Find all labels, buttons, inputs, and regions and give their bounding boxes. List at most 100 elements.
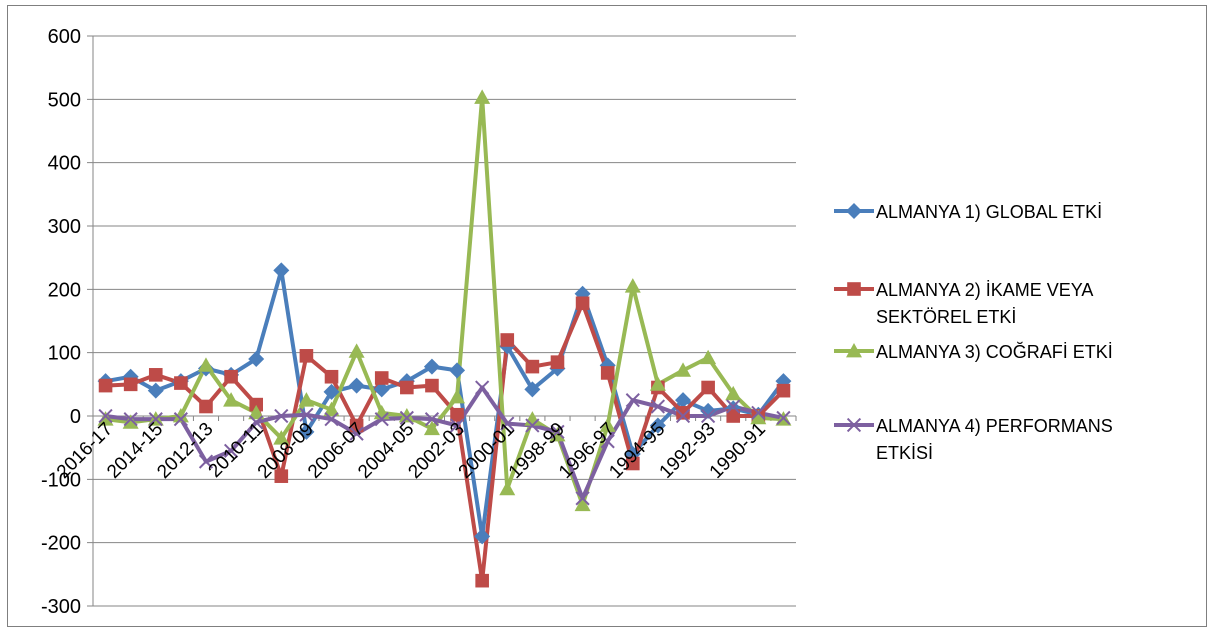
series-lines xyxy=(105,95,786,583)
data-point xyxy=(751,405,766,420)
data-point xyxy=(174,376,188,390)
data-point xyxy=(624,278,641,293)
data-point xyxy=(675,408,691,424)
data-point xyxy=(550,424,565,439)
data-point xyxy=(249,415,264,430)
data-point xyxy=(599,417,616,432)
data-point xyxy=(224,369,238,384)
data-point xyxy=(574,496,591,512)
y-tick-label: 300 xyxy=(48,216,81,238)
data-point xyxy=(575,296,590,311)
data-point xyxy=(450,407,464,422)
data-point xyxy=(549,427,566,442)
data-point xyxy=(223,443,239,458)
data-point xyxy=(846,417,862,433)
data-point xyxy=(172,408,189,423)
data-point xyxy=(475,573,489,588)
y-tick-label: 400 xyxy=(48,153,81,175)
y-tick-label: 0 xyxy=(70,406,81,428)
data-point xyxy=(373,381,390,398)
data-point xyxy=(123,377,138,392)
series-markers xyxy=(97,89,792,588)
data-point xyxy=(323,383,340,400)
gridlines xyxy=(87,35,796,607)
data-point xyxy=(425,378,439,393)
data-point xyxy=(725,385,742,401)
data-point xyxy=(846,343,862,358)
data-point xyxy=(475,380,490,395)
data-point xyxy=(298,392,315,407)
data-point xyxy=(324,412,339,427)
chart-frame: 2016-17 2014-15 2012-13 2010-11 2008-09 2006-… xyxy=(7,5,1207,627)
data-point xyxy=(423,358,440,375)
data-point xyxy=(299,407,314,422)
data-point xyxy=(400,380,414,395)
legend-label: ALMANYA 1) GLOBAL ETKİ xyxy=(876,202,1102,222)
data-point xyxy=(122,414,139,429)
data-point xyxy=(701,380,715,395)
data-point xyxy=(274,469,289,483)
y-tick-label: 600 xyxy=(48,26,81,48)
data-point xyxy=(97,411,114,426)
data-point xyxy=(525,359,540,374)
y-tick-label: -200 xyxy=(41,533,81,555)
data-point xyxy=(726,409,741,423)
data-point xyxy=(147,382,164,399)
legend-entry-1: ALMANYA 1) GLOBAL ETKİ xyxy=(834,202,1102,222)
data-point xyxy=(324,369,339,384)
data-point xyxy=(700,349,717,365)
data-point xyxy=(726,399,741,414)
data-point xyxy=(524,381,541,398)
data-point xyxy=(626,456,640,471)
data-point xyxy=(750,409,767,425)
data-point xyxy=(349,426,364,441)
data-point xyxy=(846,203,862,219)
data-point xyxy=(374,412,389,427)
series-markers-4 xyxy=(98,380,791,506)
data-point xyxy=(650,399,666,414)
data-point xyxy=(499,480,516,496)
data-point xyxy=(675,362,692,377)
y-axis-tick-labels: 600 500 400 300 200 100 0 -100 -200 -300 xyxy=(41,26,81,618)
data-point xyxy=(248,404,265,420)
data-point xyxy=(323,401,340,417)
data-point xyxy=(374,371,389,385)
data-point xyxy=(600,366,615,380)
legend-entry-2: ALMANYA 2) İKAME VEYA SEKTÖREL ETKİ xyxy=(834,280,1093,327)
data-point xyxy=(424,412,440,427)
data-point xyxy=(348,343,365,358)
legend-label: ALMANYA 2) İKAME VEYA xyxy=(876,280,1093,300)
data-point xyxy=(524,411,541,426)
data-point xyxy=(575,491,590,506)
data-point xyxy=(298,423,315,440)
data-point xyxy=(199,399,213,414)
series-line-3 xyxy=(105,95,784,507)
data-point xyxy=(474,89,491,104)
data-point xyxy=(474,528,491,545)
series-line-2 xyxy=(105,301,785,583)
y-tick-label: -100 xyxy=(41,469,81,491)
data-point xyxy=(676,406,690,420)
data-point xyxy=(847,282,861,296)
data-point xyxy=(299,349,314,363)
data-point xyxy=(675,392,692,409)
data-point xyxy=(776,383,791,398)
data-point xyxy=(273,430,290,445)
data-point xyxy=(398,408,415,423)
legend-label: ALMANYA 3) COĞRAFİ ETKİ xyxy=(876,341,1113,362)
line-chart: 2016-172014-152012-132010-112008-092006-… xyxy=(41,26,1113,618)
legend-label: ETKİSİ xyxy=(876,443,933,463)
data-point xyxy=(449,362,466,379)
data-point xyxy=(776,410,791,426)
data-point xyxy=(223,392,240,407)
y-tick-label: 100 xyxy=(48,343,81,365)
data-point xyxy=(123,412,138,427)
data-point xyxy=(423,420,440,436)
data-point xyxy=(198,454,214,469)
y-tick-label: 200 xyxy=(48,279,81,301)
data-point xyxy=(98,408,113,424)
axes xyxy=(92,36,797,606)
data-point xyxy=(525,418,540,433)
data-point xyxy=(349,418,364,433)
data-point xyxy=(273,262,290,279)
